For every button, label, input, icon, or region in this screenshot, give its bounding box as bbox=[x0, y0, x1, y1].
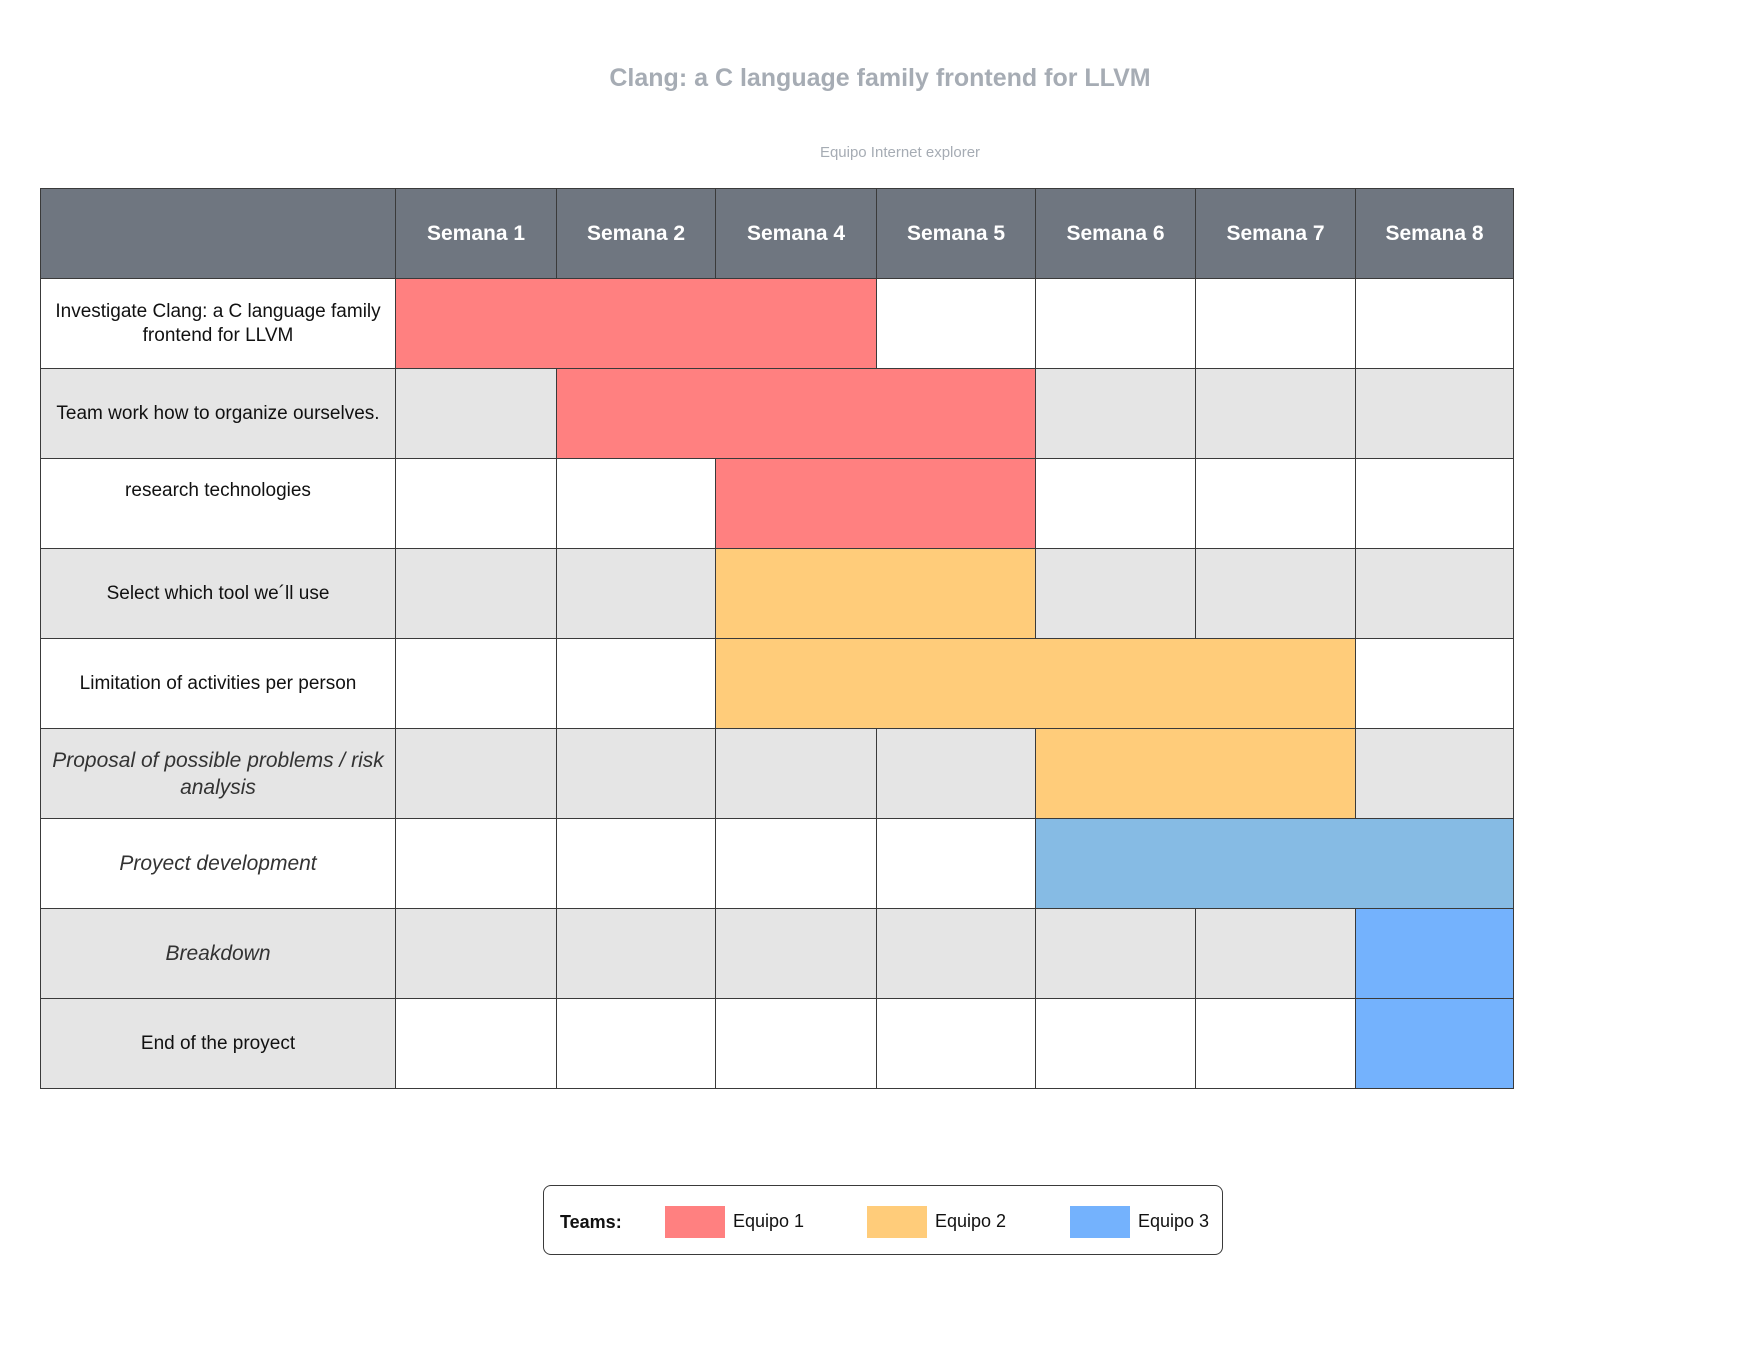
task-label: Breakdown bbox=[40, 908, 396, 999]
task-label: Limitation of activities per person bbox=[40, 638, 396, 729]
empty-cell bbox=[1355, 728, 1514, 819]
task-bar-equipo-2 bbox=[1035, 728, 1356, 819]
task-bar-equipo-3 bbox=[1035, 818, 1514, 909]
gantt-table: Semana 1 Semana 2 Semana 4 Semana 5 Sema… bbox=[40, 188, 1514, 1089]
header-week-4: Semana 5 bbox=[876, 188, 1036, 279]
legend-text-equipo-2: Equipo 2 bbox=[935, 1211, 1007, 1231]
empty-cell bbox=[556, 728, 716, 819]
empty-cell bbox=[1355, 368, 1514, 459]
empty-cell bbox=[876, 908, 1036, 999]
task-row: Select which tool we´ll use bbox=[40, 548, 1514, 639]
task-row: Team work how to organize ourselves. bbox=[40, 368, 1514, 459]
empty-cell bbox=[395, 638, 557, 729]
task-row: research technologies bbox=[40, 458, 1514, 549]
page-title: Clang: a C language family frontend for … bbox=[609, 64, 1151, 92]
task-row: Breakdown bbox=[40, 908, 1514, 999]
task-row: Proposal of possible problems / risk ana… bbox=[40, 728, 1514, 819]
empty-cell bbox=[556, 548, 716, 639]
empty-cell bbox=[1355, 458, 1514, 549]
empty-cell bbox=[715, 728, 877, 819]
task-bar-equipo-3 bbox=[1355, 908, 1514, 999]
empty-cell bbox=[395, 368, 557, 459]
empty-cell bbox=[556, 818, 716, 909]
empty-cell bbox=[876, 278, 1036, 369]
empty-cell bbox=[1195, 278, 1356, 369]
empty-cell bbox=[556, 638, 716, 729]
task-bar-equipo-3 bbox=[1355, 998, 1514, 1089]
empty-cell bbox=[715, 818, 877, 909]
task-label: Select which tool we´ll use bbox=[40, 548, 396, 639]
task-row: Proyect development bbox=[40, 818, 1514, 909]
task-label: Investigate Clang: a C language family f… bbox=[40, 278, 396, 369]
task-label: End of the proyect bbox=[40, 998, 396, 1089]
task-bar-equipo-1 bbox=[395, 278, 877, 369]
page-subtitle: Equipo Internet explorer bbox=[819, 144, 981, 161]
legend-text-equipo-1: Equipo 1 bbox=[733, 1211, 805, 1231]
empty-cell bbox=[715, 908, 877, 999]
task-bar-equipo-2 bbox=[715, 638, 1356, 729]
header-row: Semana 1 Semana 2 Semana 4 Semana 5 Sema… bbox=[40, 188, 1514, 279]
task-bar-equipo-1 bbox=[556, 368, 1036, 459]
task-label: Team work how to organize ourselves. bbox=[40, 368, 396, 459]
empty-cell bbox=[1195, 548, 1356, 639]
task-label: research technologies bbox=[40, 458, 396, 549]
task-label: Proyect development bbox=[40, 818, 396, 909]
empty-cell bbox=[1355, 548, 1514, 639]
task-row: End of the proyect bbox=[40, 998, 1514, 1089]
empty-cell bbox=[1035, 548, 1196, 639]
legend-label: Teams: bbox=[560, 1212, 622, 1232]
header-corner bbox=[40, 188, 396, 279]
empty-cell bbox=[1355, 638, 1514, 729]
empty-cell bbox=[395, 548, 557, 639]
empty-cell bbox=[876, 818, 1036, 909]
empty-cell bbox=[1035, 908, 1196, 999]
empty-cell bbox=[876, 728, 1036, 819]
empty-cell bbox=[395, 908, 557, 999]
header-week-7: Semana 8 bbox=[1355, 188, 1514, 279]
legend-swatch-equipo-1 bbox=[665, 1206, 725, 1238]
empty-cell bbox=[1035, 368, 1196, 459]
empty-cell bbox=[1035, 458, 1196, 549]
task-label: Proposal of possible problems / risk ana… bbox=[40, 728, 396, 819]
empty-cell bbox=[395, 728, 557, 819]
empty-cell bbox=[395, 458, 557, 549]
empty-cell bbox=[556, 998, 716, 1089]
header-week-1: Semana 1 bbox=[395, 188, 557, 279]
task-row: Limitation of activities per person bbox=[40, 638, 1514, 729]
task-bar-equipo-2 bbox=[715, 548, 1036, 639]
legend-text-equipo-3: Equipo 3 bbox=[1138, 1211, 1210, 1231]
empty-cell bbox=[556, 908, 716, 999]
header-week-6: Semana 7 bbox=[1195, 188, 1356, 279]
task-row: Investigate Clang: a C language family f… bbox=[40, 278, 1514, 369]
legend-swatch-equipo-2 bbox=[867, 1206, 927, 1238]
legend: Teams: Equipo 1 Equipo 2 Equipo 3 bbox=[543, 1185, 1223, 1255]
empty-cell bbox=[1035, 998, 1196, 1089]
legend-swatch-equipo-3 bbox=[1070, 1206, 1130, 1238]
empty-cell bbox=[395, 818, 557, 909]
header-week-2: Semana 2 bbox=[556, 188, 716, 279]
empty-cell bbox=[715, 998, 877, 1089]
empty-cell bbox=[395, 998, 557, 1089]
header-week-3: Semana 4 bbox=[715, 188, 877, 279]
empty-cell bbox=[1195, 368, 1356, 459]
header-week-5: Semana 6 bbox=[1035, 188, 1196, 279]
empty-cell bbox=[1035, 278, 1196, 369]
empty-cell bbox=[876, 998, 1036, 1089]
task-bar-equipo-1 bbox=[715, 458, 1036, 549]
empty-cell bbox=[1195, 458, 1356, 549]
empty-cell bbox=[1195, 998, 1356, 1089]
empty-cell bbox=[556, 458, 716, 549]
empty-cell bbox=[1195, 908, 1356, 999]
empty-cell bbox=[1355, 278, 1514, 369]
